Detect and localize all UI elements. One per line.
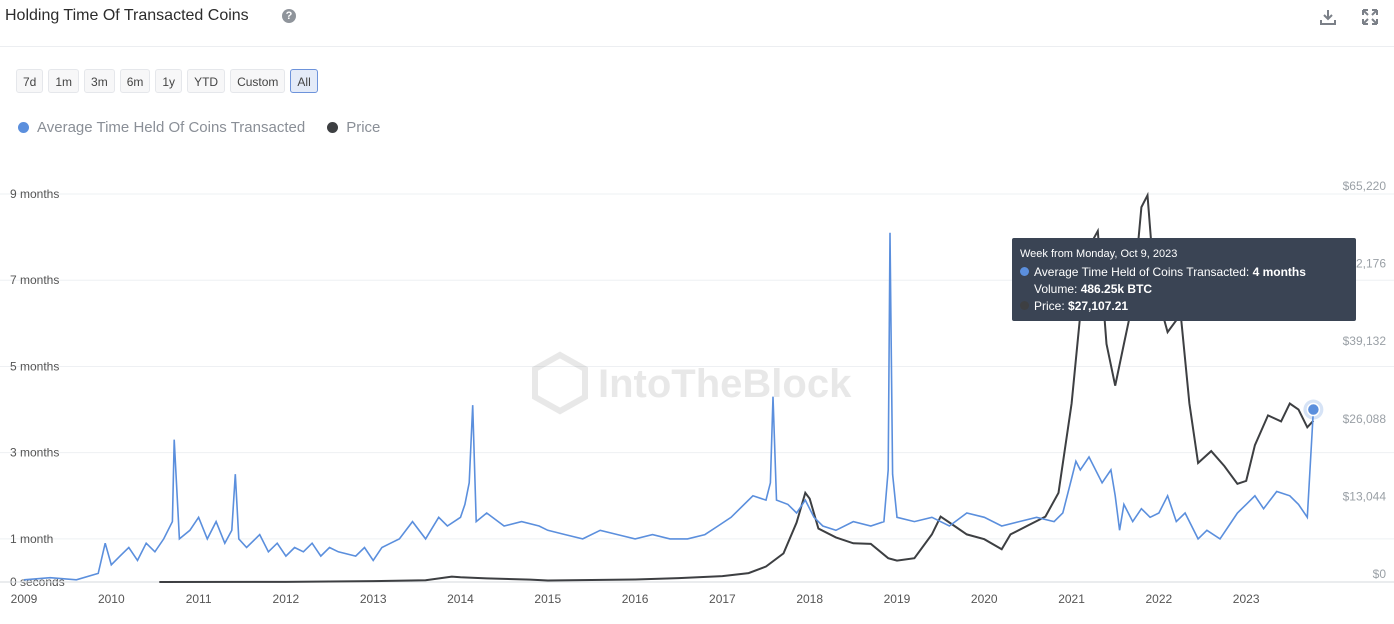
y-right-tick-label: $13,044 (1343, 489, 1387, 503)
x-tick-label: 2009 (11, 592, 38, 606)
legend-dot-avg (18, 122, 29, 133)
x-axis: 2009 2010 2011 2012 2013 2014 2015 2016 2017 2018… (0, 581, 1394, 606)
range-button-all[interactable]: All (290, 69, 318, 93)
watermark: IntoTheBlock (532, 351, 852, 415)
hover-point[interactable] (1306, 402, 1321, 417)
expand-icon[interactable] (1360, 7, 1380, 27)
range-button-1m[interactable]: 1m (48, 69, 80, 93)
legend-dot-price (327, 122, 339, 133)
range-button-7d[interactable]: 7d (16, 69, 44, 93)
watermark-logo-icon (532, 351, 588, 415)
range-button-ytd[interactable]: YTD (187, 69, 226, 93)
legend-label-avg: Average Time Held Of Coins Transacted (37, 119, 306, 136)
y-right-tick-label: $65,220 (1343, 179, 1387, 193)
tooltip-price-row: Price: $27,107.21 (1020, 297, 1356, 314)
question-circle-icon[interactable]: ? (282, 9, 296, 23)
y-left-tick-label: 5 months (10, 359, 59, 373)
x-tick-label: 2018 (796, 592, 823, 606)
x-tick-label: 2016 (622, 592, 649, 606)
tooltip-avg-value: 4 months (1252, 264, 1306, 279)
tooltip-avg-dot (1020, 267, 1029, 276)
x-tick-label: 2017 (709, 592, 736, 606)
range-button-6m[interactable]: 6m (119, 69, 151, 93)
y-right-tick-label: $26,088 (1343, 412, 1387, 426)
x-tick-label: 2013 (360, 592, 387, 606)
x-tick-label: 2023 (1233, 592, 1260, 606)
x-tick-label: 2010 (98, 592, 125, 606)
y-left-tick-label: 3 months (10, 446, 59, 460)
time-range-selector: 7d 1m 3m 6m 1y YTD Custom All (16, 69, 318, 93)
y-right-tick-label: $39,132 (1343, 334, 1387, 348)
legend-item-avg-time[interactable]: Average Time Held Of Coins Transacted (18, 119, 305, 136)
x-tick-label: 2014 (447, 592, 474, 606)
x-tick-label: 2022 (1146, 592, 1173, 606)
tooltip-volume-value: 486.25k BTC (1080, 281, 1153, 296)
tooltip-price-label: Price: (1034, 298, 1065, 313)
x-tick-label: 2015 (534, 592, 561, 606)
tooltip-price-dot (1020, 301, 1029, 310)
tooltip-avg-label: Average Time Held of Coins Transacted: (1034, 264, 1250, 279)
tooltip-volume-label: Volume: (1034, 281, 1078, 296)
x-tick-label: 2019 (884, 592, 911, 606)
range-button-custom[interactable]: Custom (230, 69, 286, 93)
x-tick-label: 2021 (1058, 592, 1085, 606)
y-left-tick-label: 7 months (10, 273, 59, 287)
x-tick-label: 2012 (273, 592, 300, 606)
download-icon[interactable] (1318, 7, 1338, 27)
x-tick-label: 2020 (971, 592, 998, 606)
y-right-tick-label: $0 (1373, 567, 1387, 581)
watermark-text: IntoTheBlock (598, 362, 852, 406)
tooltip-avg-row: Average Time Held of Coins Transacted: 4… (1020, 263, 1356, 280)
chart-tooltip: Week from Monday, Oct 9, 2023 Average Ti… (1012, 238, 1356, 321)
tooltip-header: Week from Monday, Oct 9, 2023 (1020, 248, 1178, 260)
legend-label-price: Price (346, 119, 381, 136)
chart-header: Holding Time Of Transacted Coins ? (0, 0, 1394, 47)
range-button-1y[interactable]: 1y (155, 69, 183, 93)
avg-time-series-line (23, 232, 1315, 581)
y-left-tick-label: 9 months (10, 187, 59, 201)
legend-item-price[interactable]: Price (327, 119, 380, 136)
price-series-line (159, 191, 1315, 583)
x-tick-label: 2011 (186, 592, 212, 606)
tooltip-price-value: $27,107.21 (1068, 298, 1129, 313)
range-button-3m[interactable]: 3m (84, 69, 115, 93)
chart-legend: Average Time Held Of Coins Transacted Pr… (18, 119, 380, 136)
y-left-tick-label: 1 month (10, 532, 53, 546)
chart-title: Holding Time Of Transacted Coins (5, 7, 249, 24)
tooltip-volume-row: Volume: 486.25k BTC (1020, 280, 1356, 297)
